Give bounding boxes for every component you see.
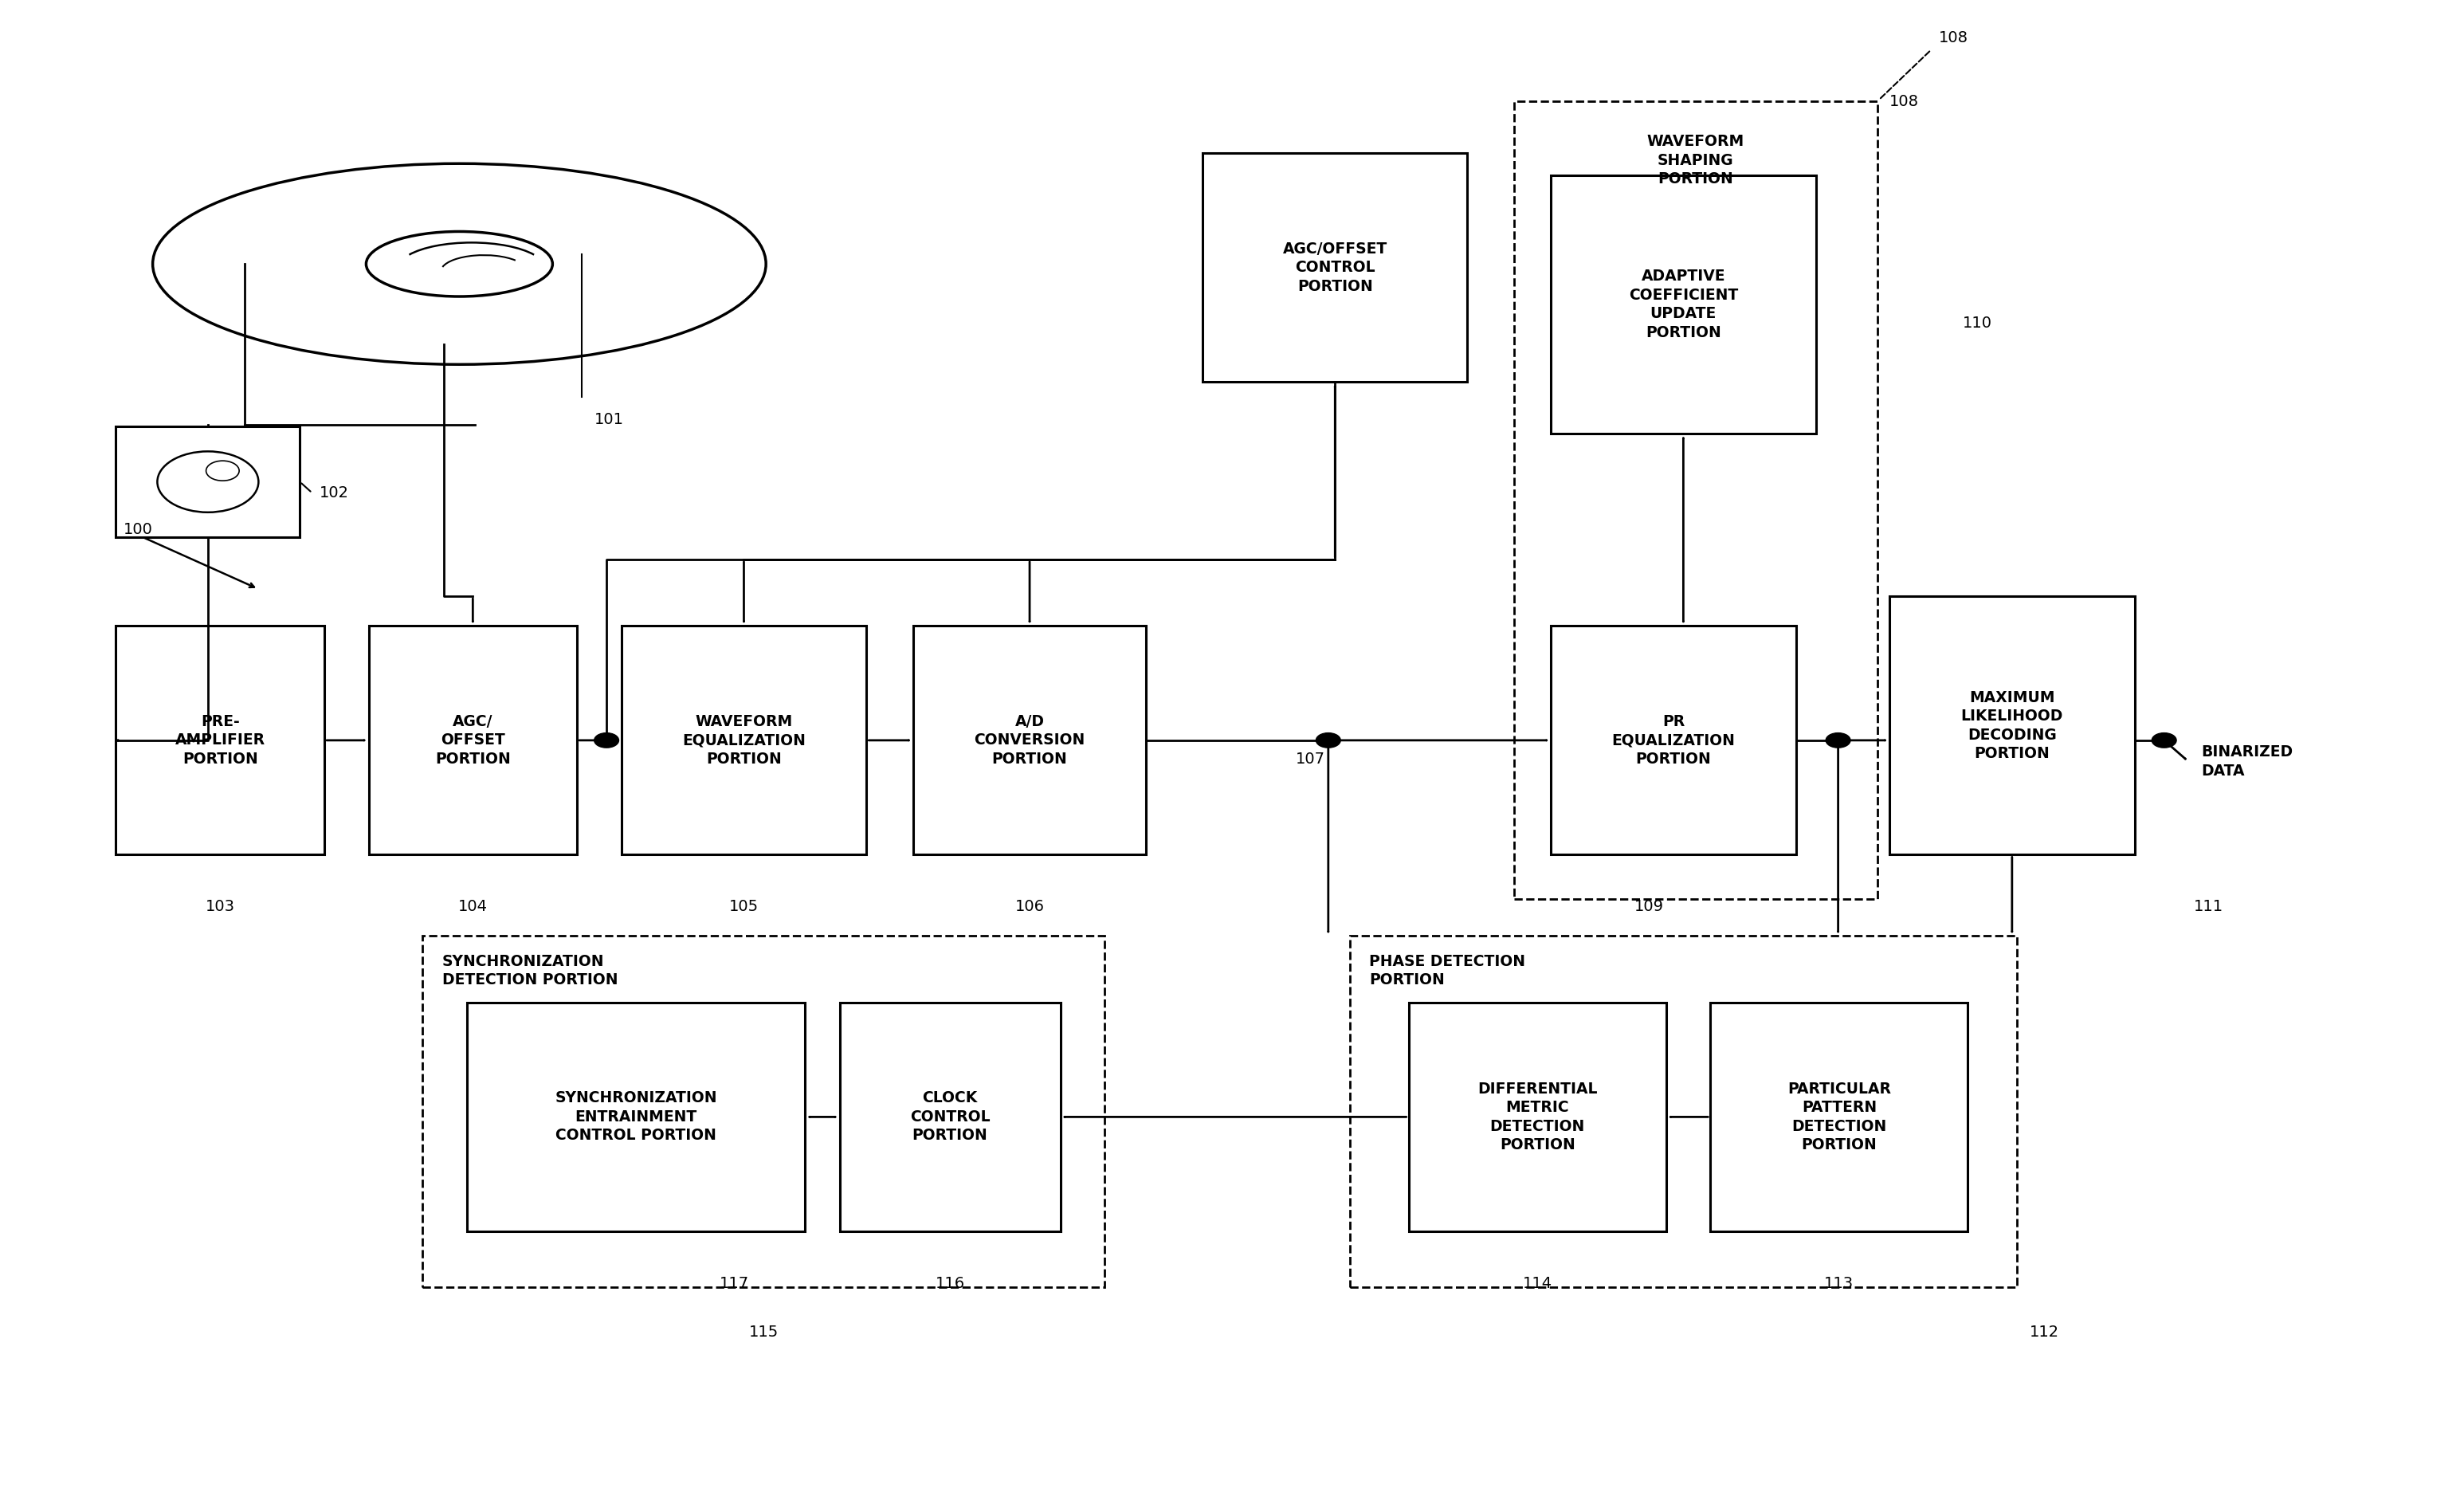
Ellipse shape bbox=[207, 461, 239, 481]
Circle shape bbox=[1826, 734, 1850, 747]
FancyBboxPatch shape bbox=[116, 427, 301, 537]
Text: 100: 100 bbox=[123, 522, 153, 537]
Circle shape bbox=[594, 734, 618, 747]
FancyBboxPatch shape bbox=[621, 626, 867, 854]
Text: 111: 111 bbox=[2193, 899, 2223, 914]
Text: 114: 114 bbox=[1523, 1275, 1552, 1290]
Text: PR
EQUALIZATION
PORTION: PR EQUALIZATION PORTION bbox=[1611, 714, 1735, 766]
Text: 108: 108 bbox=[1890, 94, 1919, 109]
FancyBboxPatch shape bbox=[466, 1003, 806, 1232]
FancyBboxPatch shape bbox=[1350, 936, 2018, 1287]
Text: 117: 117 bbox=[719, 1275, 749, 1290]
FancyBboxPatch shape bbox=[1409, 1003, 1666, 1232]
Text: 101: 101 bbox=[594, 412, 623, 427]
Text: 108: 108 bbox=[1939, 30, 1969, 46]
Text: AGC/OFFSET
CONTROL
PORTION: AGC/OFFSET CONTROL PORTION bbox=[1284, 241, 1387, 295]
Text: 113: 113 bbox=[1823, 1275, 1853, 1290]
Text: PARTICULAR
PATTERN
DETECTION
PORTION: PARTICULAR PATTERN DETECTION PORTION bbox=[1786, 1082, 1890, 1153]
Ellipse shape bbox=[153, 164, 766, 365]
Text: 116: 116 bbox=[936, 1275, 966, 1290]
Text: 105: 105 bbox=[729, 899, 759, 914]
Text: PRE-
AMPLIFIER
PORTION: PRE- AMPLIFIER PORTION bbox=[175, 714, 266, 766]
FancyBboxPatch shape bbox=[914, 626, 1146, 854]
Text: 103: 103 bbox=[205, 899, 234, 914]
FancyBboxPatch shape bbox=[1890, 597, 2134, 854]
FancyBboxPatch shape bbox=[840, 1003, 1060, 1232]
Text: SYNCHRONIZATION
ENTRAINMENT
CONTROL PORTION: SYNCHRONIZATION ENTRAINMENT CONTROL PORT… bbox=[554, 1091, 717, 1143]
FancyBboxPatch shape bbox=[370, 626, 577, 854]
FancyBboxPatch shape bbox=[116, 626, 325, 854]
FancyBboxPatch shape bbox=[1550, 176, 1816, 434]
Circle shape bbox=[2151, 734, 2176, 747]
Ellipse shape bbox=[158, 451, 259, 512]
Text: MAXIMUM
LIKELIHOOD
DECODING
PORTION: MAXIMUM LIKELIHOOD DECODING PORTION bbox=[1961, 690, 2062, 762]
Text: 106: 106 bbox=[1015, 899, 1045, 914]
Text: 109: 109 bbox=[1634, 899, 1663, 914]
FancyBboxPatch shape bbox=[1202, 153, 1469, 382]
FancyBboxPatch shape bbox=[421, 936, 1104, 1287]
Text: SYNCHRONIZATION
DETECTION PORTION: SYNCHRONIZATION DETECTION PORTION bbox=[441, 954, 618, 988]
Text: 115: 115 bbox=[749, 1324, 779, 1339]
Text: PHASE DETECTION
PORTION: PHASE DETECTION PORTION bbox=[1370, 954, 1525, 988]
Text: CLOCK
CONTROL
PORTION: CLOCK CONTROL PORTION bbox=[909, 1091, 991, 1143]
Text: AGC/
OFFSET
PORTION: AGC/ OFFSET PORTION bbox=[436, 714, 510, 766]
Ellipse shape bbox=[367, 232, 552, 296]
Text: ADAPTIVE
COEFFICIENT
UPDATE
PORTION: ADAPTIVE COEFFICIENT UPDATE PORTION bbox=[1629, 269, 1737, 341]
Text: WAVEFORM
EQUALIZATION
PORTION: WAVEFORM EQUALIZATION PORTION bbox=[683, 714, 806, 766]
FancyBboxPatch shape bbox=[1513, 101, 1878, 899]
Text: 102: 102 bbox=[320, 485, 350, 500]
Text: 112: 112 bbox=[2030, 1324, 2060, 1339]
Text: DIFFERENTIAL
METRIC
DETECTION
PORTION: DIFFERENTIAL METRIC DETECTION PORTION bbox=[1478, 1082, 1597, 1153]
Circle shape bbox=[1316, 734, 1340, 747]
Text: WAVEFORM
SHAPING
PORTION: WAVEFORM SHAPING PORTION bbox=[1646, 134, 1745, 186]
FancyBboxPatch shape bbox=[1550, 626, 1796, 854]
Text: 104: 104 bbox=[458, 899, 488, 914]
Text: 107: 107 bbox=[1296, 751, 1326, 766]
FancyBboxPatch shape bbox=[1710, 1003, 1969, 1232]
Text: 110: 110 bbox=[1964, 315, 1993, 330]
Text: A/D
CONVERSION
PORTION: A/D CONVERSION PORTION bbox=[973, 714, 1084, 766]
Text: BINARIZED
DATA: BINARIZED DATA bbox=[2200, 745, 2292, 778]
